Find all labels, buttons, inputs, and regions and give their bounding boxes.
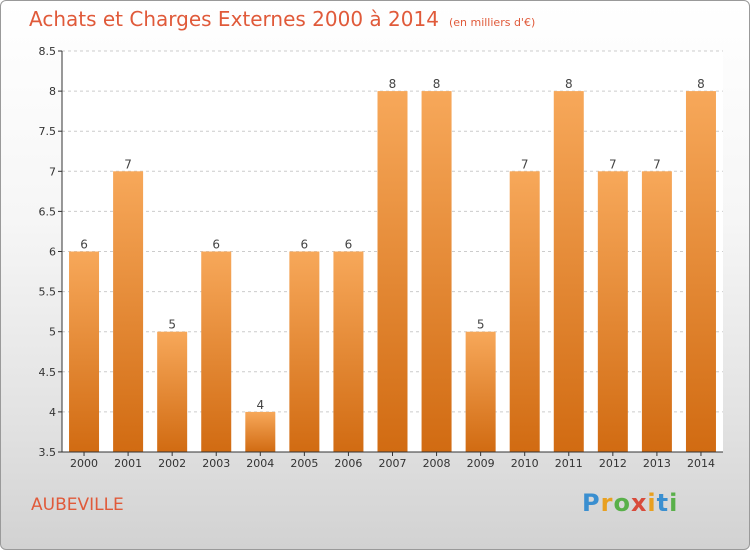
bar-2001 [113, 171, 144, 453]
chart-title: Achats et Charges Externes 2000 à 2014 (e… [29, 7, 535, 31]
bar-2004 [245, 411, 276, 452]
data-label-2012: 7 [609, 157, 617, 171]
x-tick-label-2013: 2013 [643, 457, 671, 470]
x-tick-label-2004: 2004 [246, 457, 274, 470]
bar-2007 [377, 91, 408, 452]
data-label-2013: 7 [653, 157, 661, 171]
data-label-2005: 6 [301, 238, 309, 252]
data-label-2011: 8 [565, 77, 573, 91]
data-label-2000: 6 [80, 238, 88, 252]
proxiti-logo: Proxiti [582, 489, 679, 517]
data-label-2001: 7 [124, 157, 132, 171]
y-tick-label: 4.5 [39, 366, 57, 379]
y-tick-label: 4 [49, 406, 56, 419]
data-label-2003: 6 [212, 238, 220, 252]
bar-2002 [157, 331, 188, 452]
bar-2005 [289, 251, 320, 452]
y-tick-label: 7 [49, 165, 56, 178]
x-tick-label-2002: 2002 [158, 457, 186, 470]
bar-2009 [465, 331, 496, 452]
y-tick-label: 6.5 [39, 205, 57, 218]
x-tick-label-2012: 2012 [599, 457, 627, 470]
data-label-2008: 8 [433, 77, 441, 91]
x-tick-label-2008: 2008 [423, 457, 451, 470]
x-tick-label-2007: 2007 [379, 457, 407, 470]
data-label-2014: 8 [697, 77, 705, 91]
bar-2003 [201, 251, 232, 452]
data-label-2007: 8 [389, 77, 397, 91]
bar-2012 [597, 171, 628, 453]
bar-2010 [509, 171, 540, 453]
bar-2008 [421, 91, 452, 452]
y-tick-label: 5 [49, 326, 56, 339]
y-tick-label: 6 [49, 246, 56, 259]
bar-2006 [333, 251, 364, 452]
x-tick-label-2005: 2005 [290, 457, 318, 470]
city-name: AUBEVILLE [31, 495, 124, 515]
x-tick-label-2014: 2014 [687, 457, 715, 470]
x-tick-label-2011: 2011 [555, 457, 583, 470]
y-tick-label: 7.5 [39, 125, 57, 138]
data-label-2009: 5 [477, 318, 485, 332]
bar-2014 [685, 91, 716, 452]
x-tick-label-2000: 2000 [70, 457, 98, 470]
y-tick-label: 8 [49, 85, 56, 98]
data-label-2004: 4 [256, 398, 264, 412]
data-label-2002: 5 [168, 318, 176, 332]
bar-2013 [641, 171, 672, 453]
x-tick-label-2003: 2003 [202, 457, 230, 470]
chart-title-text: Achats et Charges Externes 2000 à 2014 [29, 7, 439, 31]
y-tick-label: 8.5 [39, 45, 57, 58]
data-label-2010: 7 [521, 157, 529, 171]
data-label-2006: 6 [345, 238, 353, 252]
x-tick-label-2009: 2009 [467, 457, 495, 470]
y-tick-label: 3.5 [39, 446, 57, 459]
y-tick-label: 5.5 [39, 286, 57, 299]
chart-unit: (en milliers d'€) [448, 16, 536, 29]
bar-2000 [69, 251, 100, 452]
x-tick-label-2001: 2001 [114, 457, 142, 470]
x-tick-label-2010: 2010 [511, 457, 539, 470]
x-tick-label-2006: 2006 [334, 457, 362, 470]
bar-2011 [553, 91, 584, 452]
